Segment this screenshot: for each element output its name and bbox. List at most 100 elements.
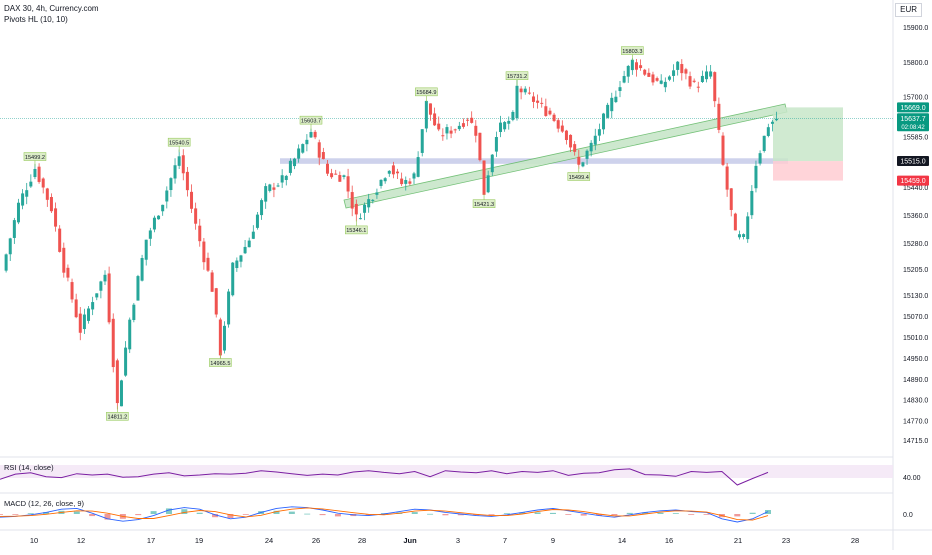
x-tick-label: 16	[665, 536, 673, 545]
macd-histogram-bar	[73, 511, 80, 514]
candle-body	[696, 86, 700, 88]
pivot-label: 14811.2	[107, 415, 127, 421]
pivot-label: 15803.3	[622, 49, 642, 55]
macd-histogram-bar	[457, 514, 464, 516]
x-tick-label: 24	[265, 536, 273, 545]
macd-histogram-bar	[672, 513, 679, 514]
candle-body	[560, 125, 564, 132]
y-tick-label: 15360.0	[903, 213, 928, 220]
candle-body	[379, 179, 383, 186]
candle-body	[408, 181, 412, 184]
candle-body	[227, 291, 231, 325]
candle-body	[548, 110, 552, 115]
macd-histogram-bar	[411, 512, 418, 514]
candle-body	[424, 100, 428, 129]
candle-body	[276, 185, 280, 187]
candle-body	[404, 180, 408, 184]
candle-body	[602, 113, 606, 130]
chart-title: DAX 30, 4h, Currency.com	[4, 4, 99, 13]
rsi-label: RSI (14, close)	[4, 463, 54, 472]
candle-body	[713, 72, 717, 102]
macd-histogram-bar	[565, 514, 572, 515]
candle-body	[634, 62, 638, 70]
candle-body	[519, 88, 523, 93]
candle-body	[536, 100, 540, 103]
candle-body	[342, 175, 346, 177]
y-tick-label: 15130.0	[903, 293, 928, 300]
candle-body	[62, 247, 66, 273]
pivot-label-box	[415, 87, 438, 97]
candle-body	[655, 78, 659, 81]
candle-body	[383, 178, 387, 182]
pivot-label-box	[23, 152, 47, 161]
candle-body	[231, 262, 235, 296]
candle-body	[124, 347, 128, 376]
candle-body	[144, 239, 148, 260]
candle-body	[74, 299, 78, 318]
pivot-label-box	[621, 46, 644, 55]
candle-body	[651, 74, 655, 83]
candle-body	[733, 213, 737, 231]
macd-histogram-bar	[749, 512, 756, 514]
macd-histogram-bar	[427, 513, 434, 515]
candle-body	[531, 96, 535, 102]
candle-body	[210, 272, 214, 292]
candle-body	[330, 173, 334, 178]
candle-body	[45, 188, 49, 200]
macd-histogram-bar	[43, 512, 50, 514]
candle-body	[391, 165, 395, 175]
macd-histogram-bar	[549, 512, 556, 514]
candle-body	[358, 218, 362, 220]
currency-badge[interactable]: EUR	[895, 3, 922, 17]
macd-histogram-bar	[135, 514, 142, 516]
candle-body	[593, 135, 597, 145]
candle-body	[503, 122, 507, 130]
candle-body	[268, 184, 272, 191]
x-tick-label: 21	[734, 536, 742, 545]
candle-body	[260, 200, 264, 216]
candle-body	[91, 302, 95, 310]
candle-body	[470, 117, 474, 123]
macd-histogram-bar	[611, 514, 618, 516]
candle-body	[544, 106, 548, 116]
candle-body	[499, 122, 503, 132]
candle-body	[750, 190, 754, 216]
candle-body	[453, 129, 457, 131]
candle-body	[688, 76, 692, 87]
candle-body	[198, 225, 202, 242]
macd-histogram-bar	[165, 508, 172, 514]
candle-body	[280, 175, 284, 183]
candle-body	[725, 166, 729, 190]
candle-body	[614, 96, 618, 103]
candle-body	[441, 135, 445, 137]
candle-body	[243, 246, 247, 254]
candle-body	[78, 313, 82, 333]
candle-body	[742, 234, 746, 237]
candle-body	[313, 131, 317, 138]
macd-histogram-bar	[657, 512, 664, 514]
rsi-band	[0, 465, 893, 478]
candle-body	[420, 129, 424, 153]
macd-histogram-bar	[150, 511, 157, 514]
candle-body	[317, 142, 321, 158]
stop-zone	[773, 161, 843, 181]
candle-body	[87, 308, 91, 321]
candle-body	[556, 120, 560, 129]
candle-body	[82, 314, 86, 330]
signal-line	[0, 507, 769, 521]
macd-histogram-bar	[580, 514, 587, 516]
price-tag-text: 15459.0	[900, 178, 925, 185]
candle-body	[490, 154, 494, 173]
candle-body	[515, 85, 519, 119]
macd-label: MACD (12, 26, close, 9)	[4, 499, 85, 508]
candle-body	[680, 64, 684, 74]
candle-body	[363, 204, 367, 213]
rsi-tick-label: 40.00	[903, 475, 921, 482]
candle-body	[709, 71, 713, 77]
candle-body	[251, 231, 255, 239]
candle-body	[577, 156, 581, 165]
candle-body	[321, 152, 325, 160]
x-tick-label: 19	[195, 536, 203, 545]
